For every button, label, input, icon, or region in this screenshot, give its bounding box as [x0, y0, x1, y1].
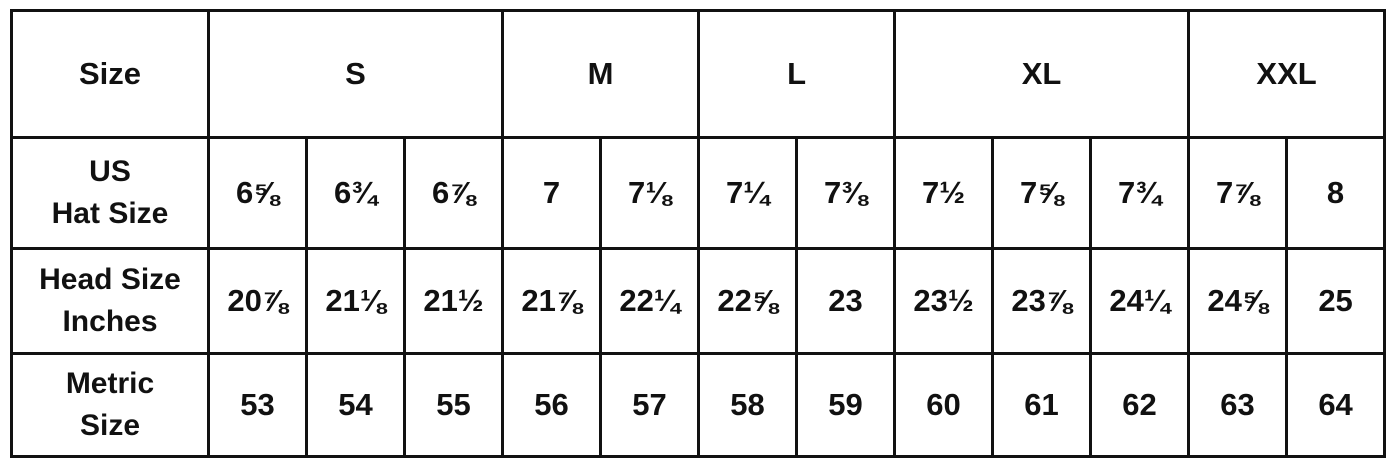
- size-value-cell: 57: [599, 352, 701, 458]
- size-value-cell: 21⅛: [305, 247, 406, 355]
- size-value-cell: 22⅝: [697, 247, 799, 355]
- size-value-cell: 21⅞: [501, 247, 603, 355]
- size-group-m: M: [501, 9, 701, 139]
- metric-size-row: Metric Size 53 54 55 56 57 58 59 60 61 62 63 64: [10, 352, 1387, 458]
- size-value-cell: 7¾: [1089, 136, 1191, 250]
- row-label-line1: Metric: [65, 367, 155, 400]
- size-value-cell: 24⅝: [1187, 247, 1289, 355]
- head-size-inches-row: Head Size Inches 20⅞ 21⅛ 21½ 21⅞ 22¼ 22⅝ 23 23½ 23…: [10, 247, 1387, 355]
- size-value-cell: 7: [501, 136, 603, 250]
- hat-size-chart: Size S M L XL XXL US Hat Size 6⅝ 6¾ 6⅞ 7 7⅛ 7¼ 7⅜ 7½ 7…: [10, 9, 1387, 458]
- size-value-cell: 54: [305, 352, 406, 458]
- size-value-cell: 7¼: [697, 136, 799, 250]
- size-value-cell: 6⅞: [402, 136, 505, 250]
- size-value-cell: 20⅞: [207, 247, 308, 355]
- size-group-l: L: [697, 9, 897, 139]
- size-value-cell: 6¾: [305, 136, 406, 250]
- size-value-cell: 59: [795, 352, 897, 458]
- size-value-cell: 62: [1089, 352, 1191, 458]
- size-value-cell: 53: [207, 352, 308, 458]
- size-value-cell: 6⅝: [207, 136, 308, 250]
- size-value-cell: 8: [1285, 136, 1387, 250]
- size-value-cell: 23½: [893, 247, 995, 355]
- size-value-cell: 58: [697, 352, 799, 458]
- size-value-cell: 56: [501, 352, 603, 458]
- size-value-cell: 21½: [402, 247, 505, 355]
- size-value-cell: 61: [991, 352, 1093, 458]
- size-group-xl: XL: [893, 9, 1191, 139]
- size-value-cell: 63: [1187, 352, 1289, 458]
- size-value-cell: 24¼: [1089, 247, 1191, 355]
- size-value-cell: 60: [893, 352, 995, 458]
- row-label-line2: Size: [79, 409, 141, 442]
- row-label-line2: Inches: [62, 305, 158, 338]
- size-header-label: Size: [10, 9, 210, 139]
- size-value-cell: 23⅞: [991, 247, 1093, 355]
- size-value-cell: 7⅜: [795, 136, 897, 250]
- size-value-cell: 7⅝: [991, 136, 1093, 250]
- size-value-cell: 64: [1285, 352, 1387, 458]
- size-group-xxl: XXL: [1187, 9, 1387, 139]
- row-label: US Hat Size: [10, 136, 210, 250]
- row-label-line1: US: [89, 155, 131, 188]
- size-value-cell: 22¼: [599, 247, 701, 355]
- size-value-cell: 55: [402, 352, 505, 458]
- row-label: Head Size Inches: [10, 247, 210, 355]
- row-label-line1: Head Size: [39, 263, 181, 296]
- row-label-line2: Hat Size: [51, 197, 169, 230]
- size-value-cell: 25: [1285, 247, 1387, 355]
- row-label: Metric Size: [10, 352, 210, 458]
- size-value-cell: 7⅛: [599, 136, 701, 250]
- us-hat-size-row: US Hat Size 6⅝ 6¾ 6⅞ 7 7⅛ 7¼ 7⅜ 7½ 7⅝ 7¾ 7⅞ 8: [10, 136, 1387, 250]
- size-value-cell: 23: [795, 247, 897, 355]
- size-value-cell: 7⅞: [1187, 136, 1289, 250]
- size-group-s: S: [206, 9, 505, 139]
- size-value-cell: 7½: [893, 136, 995, 250]
- header-row: Size S M L XL XXL: [10, 9, 1387, 139]
